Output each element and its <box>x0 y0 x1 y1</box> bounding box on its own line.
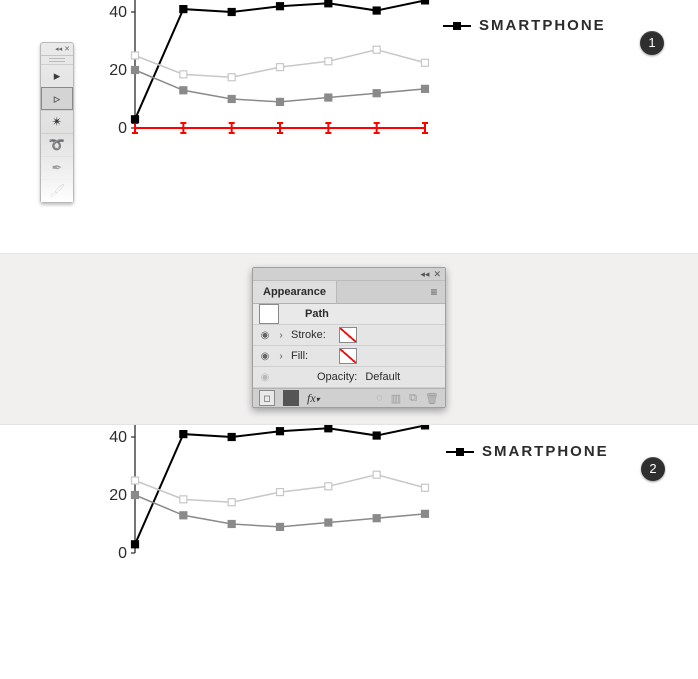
svg-text:20: 20 <box>109 487 127 504</box>
pen-tool[interactable]: ✒ <box>41 156 73 179</box>
stroke-label: Stroke: <box>291 329 333 341</box>
opacity-label: Opacity: <box>317 371 357 383</box>
opacity-value[interactable]: Default <box>365 371 400 383</box>
appearance-stroke-row[interactable]: ◉ › Stroke: <box>253 325 445 346</box>
trash-icon[interactable]: 🗑 <box>425 392 439 405</box>
tools-close-icon[interactable]: ✕ <box>64 46 70 53</box>
step-badge-2: 2 <box>641 457 665 481</box>
tools-collapse-icon[interactable]: ◂◂ <box>55 46 62 53</box>
appearance-thumb[interactable] <box>259 304 279 324</box>
appearance-opacity-row[interactable]: ◉ Opacity: Default <box>253 367 445 388</box>
svg-text:0: 0 <box>118 120 127 137</box>
appearance-menu-icon[interactable]: ≡ <box>423 281 445 303</box>
appearance-collapse-icon[interactable]: ◂◂ <box>420 269 429 280</box>
new-stroke-icon[interactable]: ◌ <box>376 392 383 404</box>
chevron-right-icon[interactable]: › <box>277 330 285 341</box>
clear-appearance-icon[interactable] <box>283 390 299 406</box>
legend: SMARTPHONE <box>443 17 606 34</box>
appearance-footer: ◻ fx▾ ◌ ▥ ⧉ 🗑 <box>253 388 445 407</box>
magic-wand-tool[interactable]: ✴ <box>41 110 73 133</box>
new-fill-icon[interactable]: ▥ <box>391 392 401 405</box>
duplicate-icon[interactable]: ⧉ <box>409 392 417 405</box>
legend-label: SMARTPHONE <box>479 17 606 34</box>
svg-text:0: 0 <box>118 545 127 562</box>
tools-panel-header[interactable]: ◂◂ ✕ <box>41 43 73 56</box>
appearance-panel[interactable]: ◂◂ ✕ Appearance ≡ Path ◉ › Stroke: ◉ › F… <box>252 267 446 408</box>
step-badge-1: 1 <box>640 31 664 55</box>
chart-1: 0 20 40 <box>0 0 698 253</box>
fill-label: Fill: <box>291 350 333 362</box>
legend: SMARTPHONE <box>446 443 609 460</box>
fx-button[interactable]: fx▾ <box>307 391 320 406</box>
legend-sample-smartphone <box>446 451 474 453</box>
legend-label: SMARTPHONE <box>482 443 609 460</box>
brush-tool[interactable]: 🖌 <box>41 179 73 202</box>
svg-text:40: 40 <box>109 4 127 21</box>
chevron-right-icon[interactable]: › <box>277 351 285 362</box>
tools-grip[interactable] <box>41 56 73 64</box>
step-2-panel: 0 20 40 SMARTPHONE 2 <box>0 425 698 679</box>
appearance-fill-row[interactable]: ◉ › Fill: <box>253 346 445 367</box>
step-1-panel: 0 20 40 SMARTPHONE 1 ◂◂ ✕ ▸▹✴➰✒🖌 <box>0 0 698 253</box>
fill-swatch-none[interactable] <box>339 348 357 364</box>
no-selection-indicator-icon[interactable]: ◻ <box>259 390 275 406</box>
direct-selection-tool[interactable]: ▹ <box>41 87 73 110</box>
appearance-path-row[interactable]: Path <box>253 304 445 325</box>
appearance-tab[interactable]: Appearance <box>253 281 337 303</box>
legend-sample-smartphone <box>443 25 471 27</box>
appearance-path-label: Path <box>305 308 329 320</box>
visibility-toggle-stroke[interactable]: ◉ <box>259 330 271 341</box>
stroke-swatch-none[interactable] <box>339 327 357 343</box>
appearance-panel-header[interactable]: ◂◂ ✕ <box>253 268 445 281</box>
visibility-toggle-fill[interactable]: ◉ <box>259 351 271 362</box>
tools-panel[interactable]: ◂◂ ✕ ▸▹✴➰✒🖌 <box>40 42 74 203</box>
chart-2: 0 20 40 <box>0 425 698 679</box>
svg-text:20: 20 <box>109 62 127 79</box>
svg-text:40: 40 <box>109 429 127 446</box>
appearance-close-icon[interactable]: ✕ <box>433 269 441 280</box>
lasso-tool[interactable]: ➰ <box>41 133 73 156</box>
selection-tool[interactable]: ▸ <box>41 64 73 87</box>
visibility-toggle-opacity[interactable]: ◉ <box>259 372 271 383</box>
